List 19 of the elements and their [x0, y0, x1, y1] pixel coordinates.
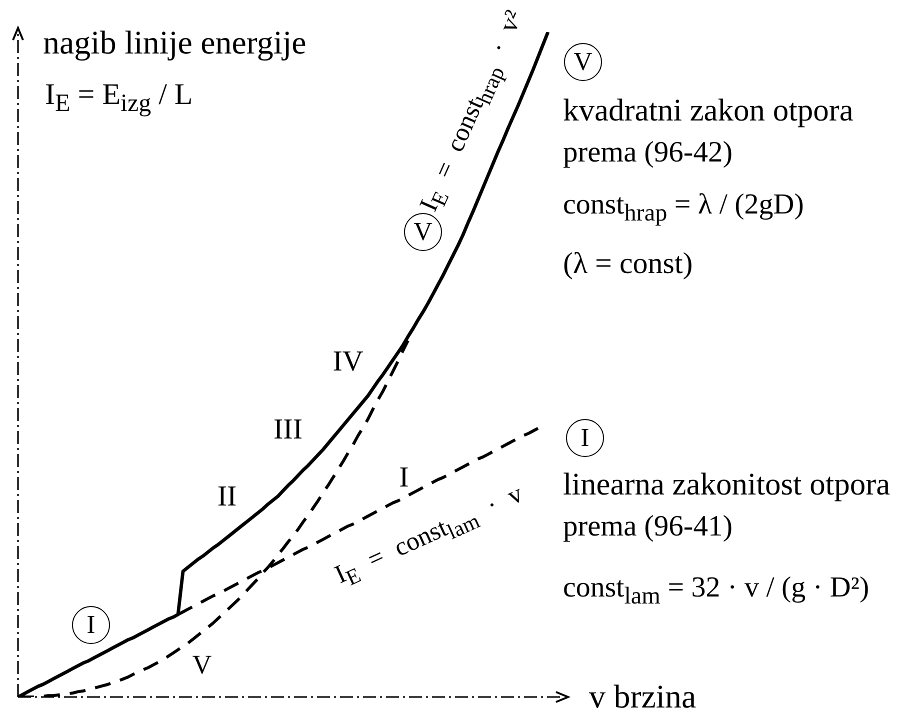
annotation: IV: [332, 346, 364, 378]
annotation: (λ = const): [563, 247, 693, 280]
x-axis-title: v brzina: [589, 680, 696, 713]
annotation: prema (96-41): [563, 510, 733, 542]
annotation: kvadratni zakon otpora: [563, 92, 854, 128]
annotation: const$_{hrap}$ = λ / (2gD): [563, 188, 804, 226]
y-axis-title: nagib linije energije: [43, 26, 306, 62]
annotation: I$_{E}$ = E$_{izg}$ / L: [45, 78, 193, 117]
annotation: const$_{lam}$ = 32 · v / (g · D²): [563, 572, 870, 610]
text: I: [566, 419, 604, 457]
annotation: V: [192, 650, 212, 680]
annotation: II: [217, 480, 237, 512]
text: V: [564, 43, 602, 81]
annotation: I: [399, 462, 409, 494]
annotation: III: [274, 414, 302, 446]
annotation: linearna zakonitost otpora: [563, 466, 890, 502]
annotation: I: [72, 606, 110, 644]
annotation: V: [414, 217, 432, 246]
annotation: prema (96-42): [563, 136, 733, 168]
